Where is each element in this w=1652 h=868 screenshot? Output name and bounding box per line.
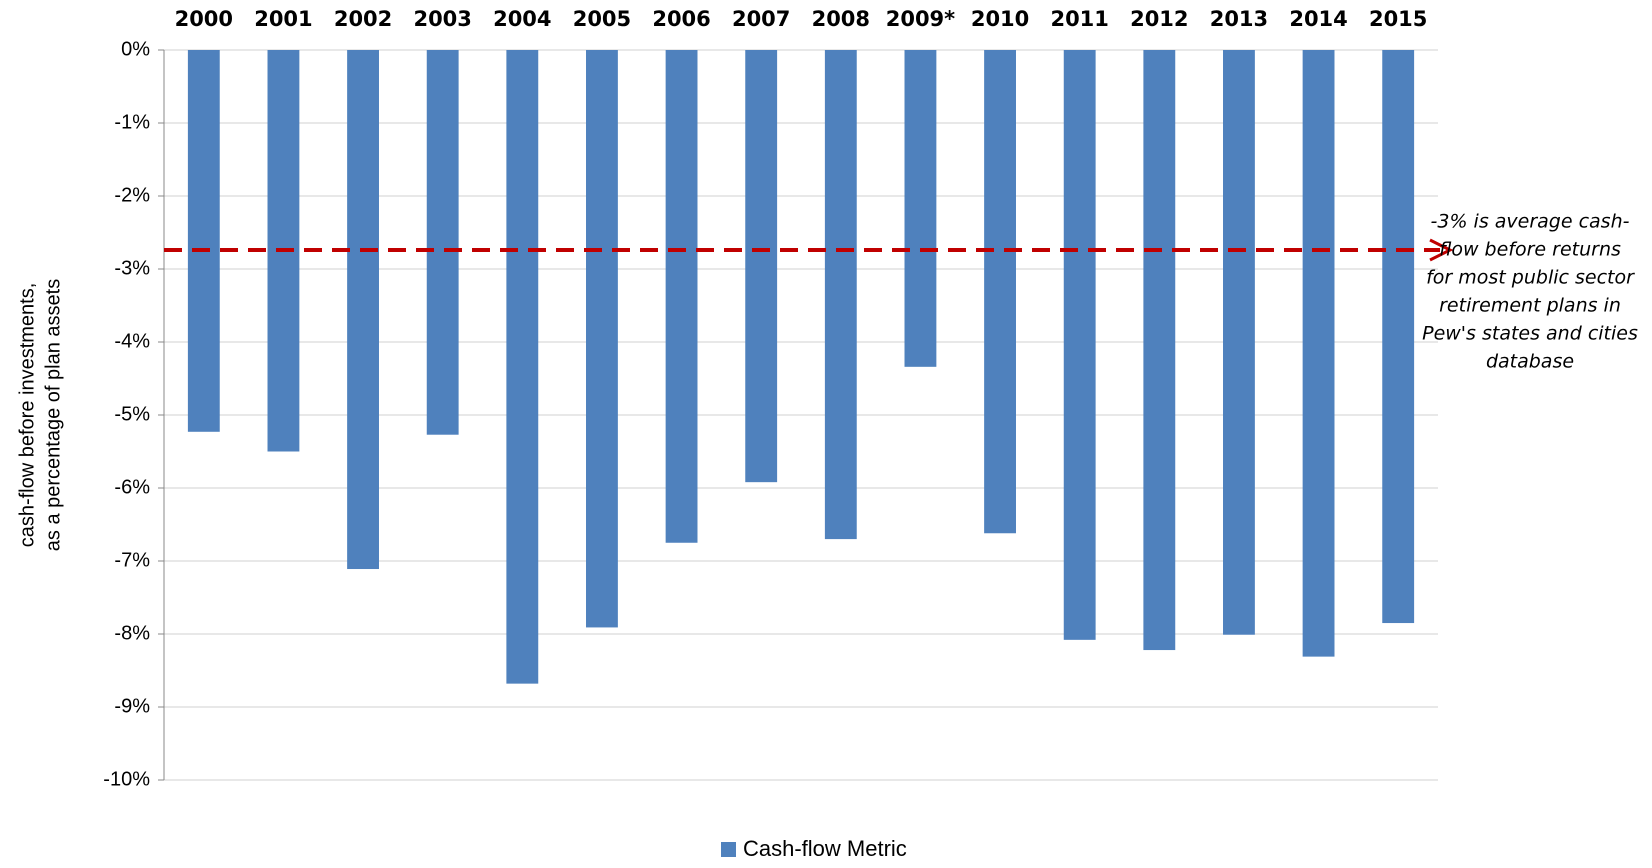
x-tick-label: 2007 [732,7,790,31]
bar [824,50,857,540]
y-tick-label: -6% [114,476,150,498]
bar [984,50,1016,534]
bar [1302,50,1335,657]
annotation: for most public sector [1426,267,1635,289]
x-tick-label: 2003 [413,7,471,31]
y-tick-label: -9% [114,695,150,717]
x-tick-label: 2013 [1210,7,1268,31]
y-tick-label: -10% [103,768,150,790]
x-tick-label: 2014 [1289,7,1347,31]
annotation: Pew's states and cities [1422,323,1638,345]
y-tick-label: -7% [114,549,150,571]
bar [745,50,778,483]
x-tick-label: 2010 [971,7,1029,31]
x-tick-label: 2012 [1130,7,1188,31]
bar [665,50,698,543]
x-tick-label: 2008 [812,7,870,31]
x-tick-label: 2001 [254,7,312,31]
bar [347,50,379,570]
reference-arrow [1429,238,1454,262]
y-axis-title: as a percentage of plan assets [42,279,64,551]
annotation: database [1486,351,1574,373]
bar [586,50,618,628]
bar [1223,50,1255,635]
y-tick-label: -8% [114,622,150,644]
y-axis-title: cash-flow before investments, [16,283,38,548]
x-tick-label: 2000 [175,7,233,31]
legend-label: Cash-flow Metric [743,836,907,861]
bar [904,50,937,367]
x-tick-label: 2004 [493,7,551,31]
legend-swatch [721,842,736,857]
x-tick-label: 2015 [1369,7,1427,31]
bar [506,50,539,684]
x-tick-label: 2009* [886,7,955,31]
x-tick-label: 2006 [652,7,710,31]
y-tick-label: -1% [114,111,150,133]
x-tick-label: 2005 [573,7,631,31]
bar [187,50,220,432]
annotation: flow before returns [1439,239,1621,261]
y-tick-label: -3% [114,257,150,279]
bar [426,50,459,435]
bar [1382,50,1415,624]
annotation: -3% is average cash- [1431,211,1630,233]
bar [1143,50,1176,651]
x-tick-label: 2002 [334,7,392,31]
y-tick-label: -2% [114,184,150,206]
annotation: retirement plans in [1439,295,1621,317]
y-tick-label: -4% [114,330,150,352]
bar [1063,50,1096,640]
y-tick-label: 0% [121,38,150,60]
y-tick-label: -5% [114,403,150,425]
x-tick-label: 2011 [1050,7,1108,31]
